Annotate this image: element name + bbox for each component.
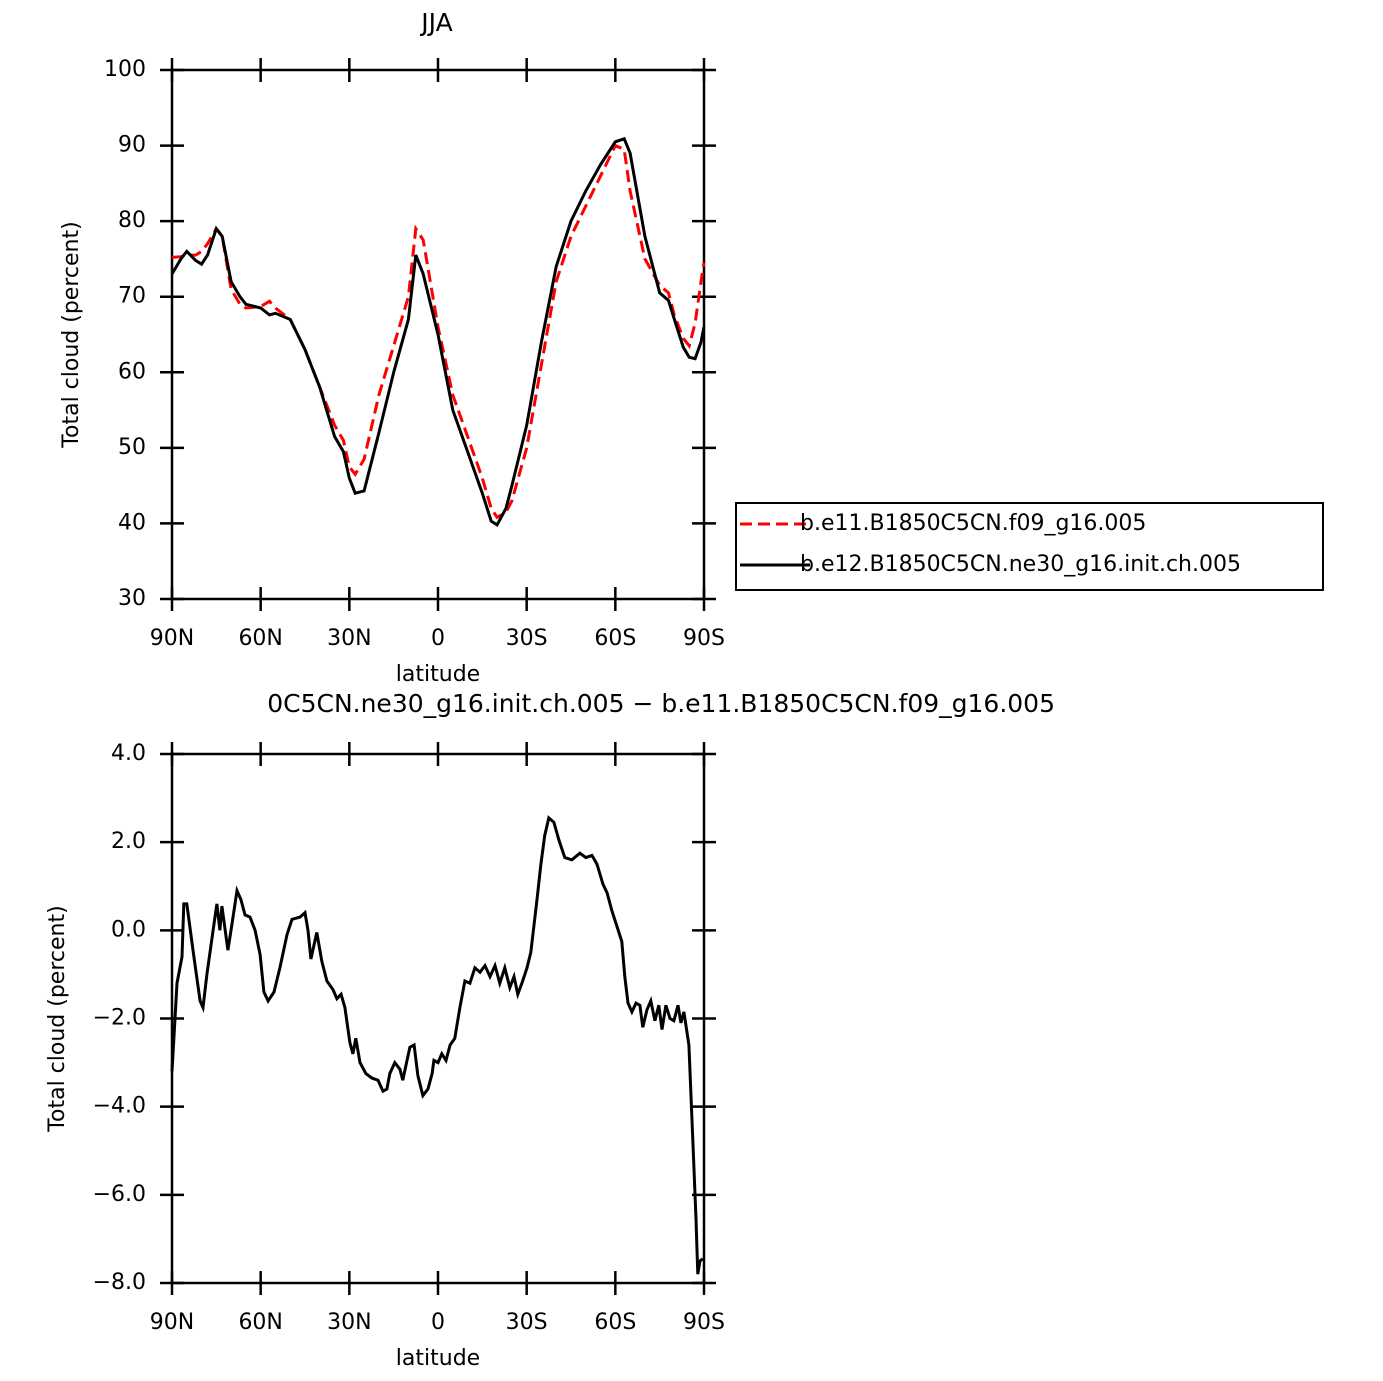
data-line	[171, 143, 706, 520]
data-line	[170, 815, 704, 1275]
legend-label: b.e11.B1850C5CN.f09_g16.005	[800, 511, 1146, 536]
y-tick-label: −6.0	[93, 1182, 146, 1207]
y-tick-label: 40	[118, 510, 146, 535]
data-line	[170, 136, 706, 528]
x-tick-label: 90S	[683, 626, 725, 651]
x-axis-label: latitude	[396, 662, 480, 687]
legend-label: b.e12.B1850C5CN.ne30_g16.init.ch.005	[800, 552, 1241, 577]
x-tick-label: 30N	[327, 626, 371, 651]
y-tick-label: 50	[118, 435, 146, 460]
y-tick-label: 30	[118, 586, 146, 611]
x-tick-label: 60S	[594, 1310, 636, 1335]
y-tick-label: 90	[118, 133, 146, 158]
y-tick-label: 2.0	[111, 829, 146, 854]
x-tick-label: 30N	[327, 1310, 371, 1335]
y-tick-label: −2.0	[93, 1006, 146, 1031]
y-axis-label: Total cloud (percent)	[59, 221, 84, 448]
y-tick-label: 100	[104, 57, 146, 82]
x-tick-label: 60N	[238, 626, 282, 651]
x-tick-label: 90N	[150, 626, 194, 651]
x-tick-label: 30S	[506, 1310, 548, 1335]
x-tick-label: 60S	[594, 626, 636, 651]
legend-box	[735, 502, 1324, 591]
y-tick-label: 70	[118, 284, 146, 309]
x-tick-label: 90S	[683, 1310, 725, 1335]
x-tick-label: 0	[431, 1310, 445, 1335]
x-axis-label: latitude	[396, 1346, 480, 1371]
chart-title: JJA	[419, 8, 452, 37]
y-tick-label: 60	[118, 359, 146, 384]
x-tick-label: 60N	[238, 1310, 282, 1335]
chart-title: 0C5CN.ne30_g16.init.ch.005 − b.e11.B1850…	[267, 689, 1055, 718]
y-tick-label: −8.0	[93, 1270, 146, 1295]
y-tick-label: 4.0	[111, 741, 146, 766]
x-tick-label: 30S	[506, 626, 548, 651]
y-tick-label: −4.0	[93, 1094, 146, 1119]
x-tick-label: 90N	[150, 1310, 194, 1335]
x-tick-label: 0	[431, 626, 445, 651]
y-tick-label: 0.0	[111, 917, 146, 942]
plot-frame	[170, 752, 706, 1285]
y-tick-label: 80	[118, 208, 146, 233]
y-axis-label: Total cloud (percent)	[45, 905, 70, 1132]
